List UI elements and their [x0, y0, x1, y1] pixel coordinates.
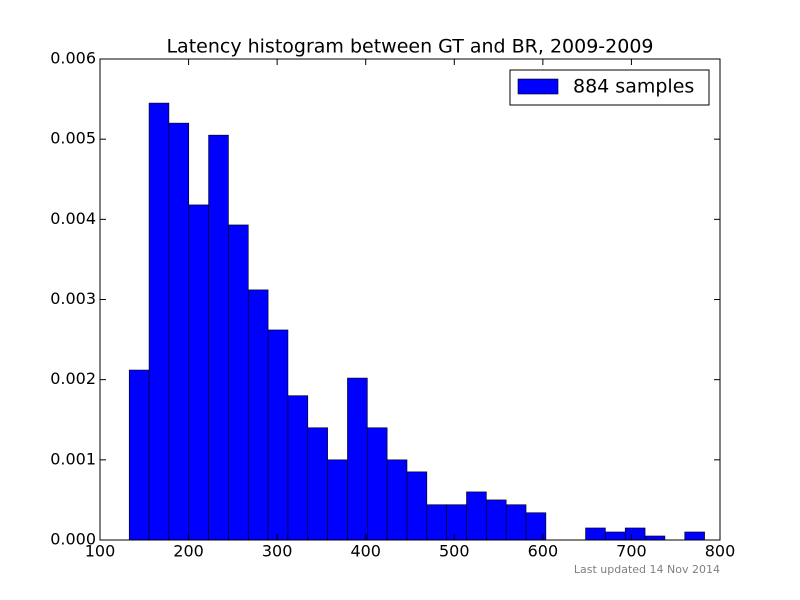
x-tick-label: 300 [262, 542, 293, 561]
bar [644, 535, 666, 541]
bar [386, 459, 408, 541]
bar [585, 527, 606, 541]
y-tick-label: 0.003 [50, 289, 96, 308]
bar [605, 531, 626, 541]
bar [247, 289, 269, 541]
legend-swatch [517, 78, 559, 95]
bar [287, 395, 309, 541]
bar [208, 134, 229, 541]
chart-title: Latency histogram between GT and BR, 200… [166, 36, 653, 58]
bar [505, 504, 527, 541]
bar [426, 504, 447, 541]
bar [486, 499, 507, 541]
bar [367, 427, 388, 541]
bar [624, 527, 646, 541]
x-tick-label: 500 [439, 542, 470, 561]
bar [347, 377, 368, 541]
x-tick-label: 600 [528, 542, 559, 561]
bar [327, 459, 348, 541]
x-tick-label: 400 [350, 542, 381, 561]
bar [307, 427, 328, 541]
bar [446, 504, 467, 541]
y-tick-label: 0.005 [50, 129, 96, 148]
y-tick-label: 0.000 [50, 530, 96, 549]
footnote: Last updated 14 Nov 2014 [574, 563, 720, 576]
y-tick-label: 0.002 [50, 369, 96, 388]
y-tick-label: 0.006 [50, 49, 96, 68]
bar [228, 224, 249, 541]
bar [148, 102, 170, 541]
y-tick-label: 0.004 [50, 209, 96, 228]
legend-label: 884 samples [573, 76, 694, 98]
x-tick-label: 700 [616, 542, 647, 561]
bar [128, 369, 150, 541]
bar [466, 491, 487, 541]
bar [168, 122, 190, 541]
x-tick-label: 100 [85, 542, 116, 561]
x-tick-label: 800 [705, 542, 736, 561]
y-tick-label: 0.001 [50, 449, 96, 468]
x-tick-label: 200 [173, 542, 204, 561]
bar [188, 204, 209, 541]
bar [406, 471, 428, 541]
bar [267, 329, 289, 541]
bar [684, 531, 705, 541]
